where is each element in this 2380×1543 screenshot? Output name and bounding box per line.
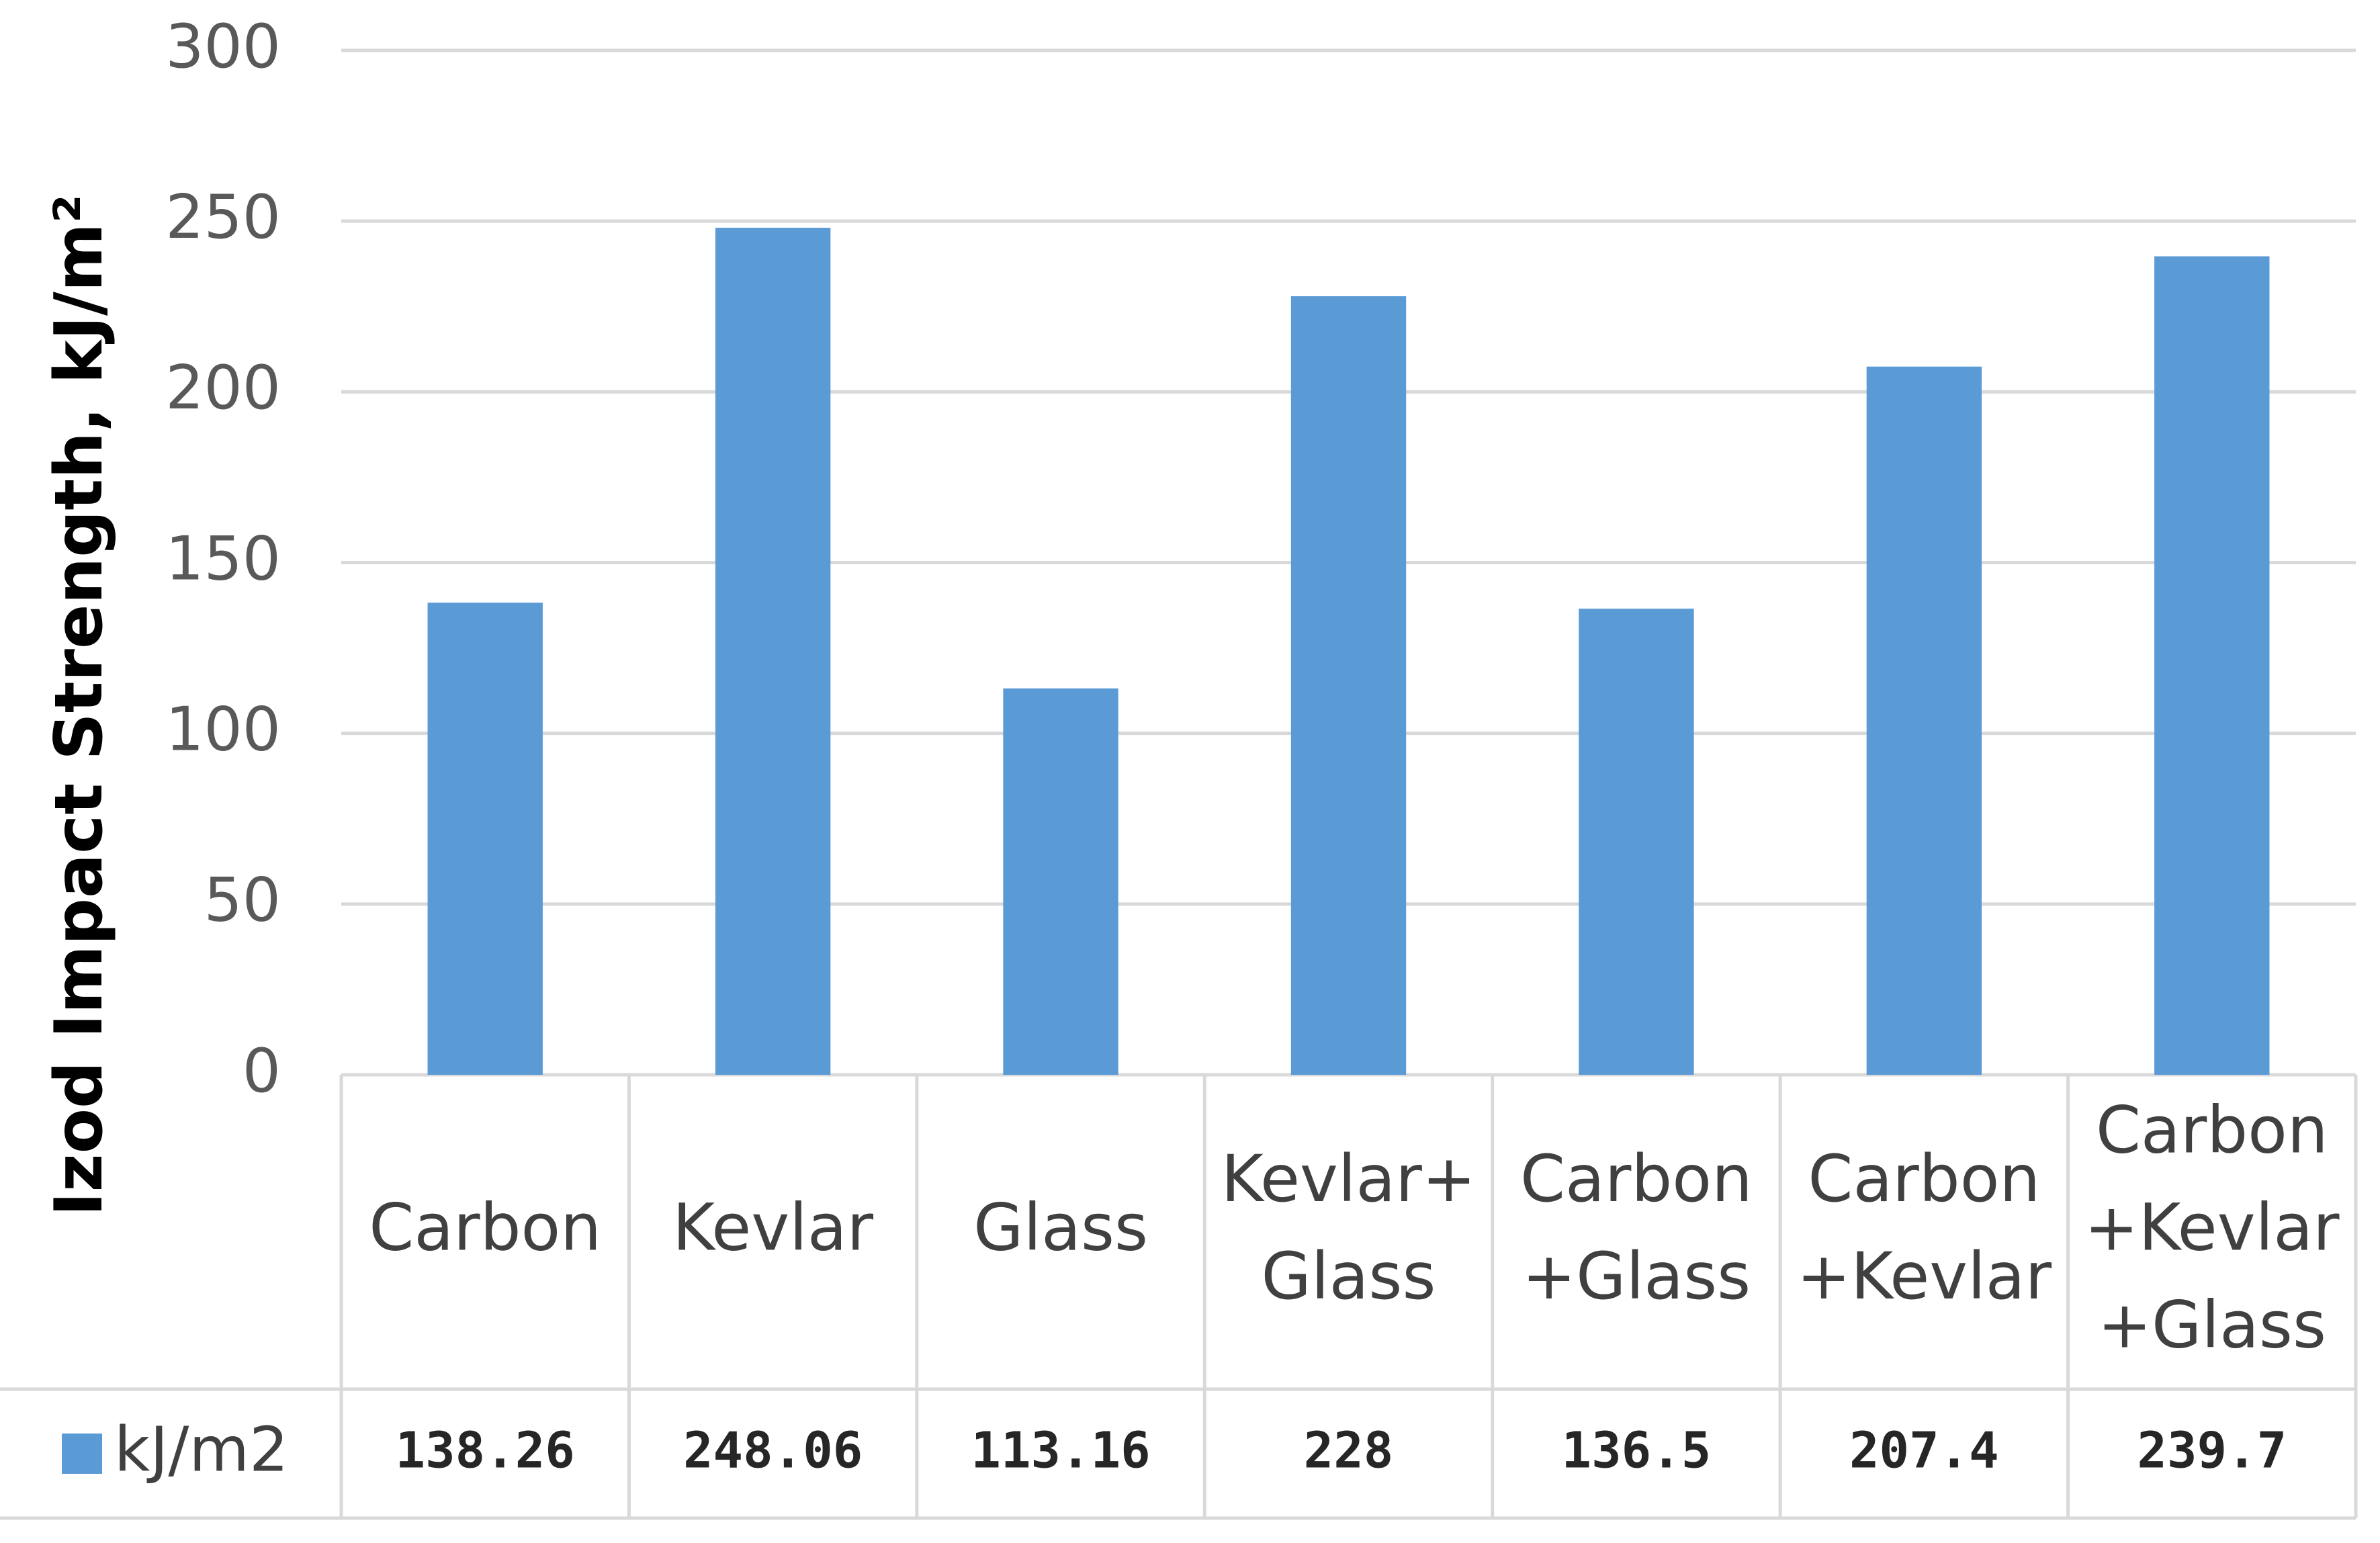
table-value: 113.16 (971, 1422, 1150, 1480)
x-tick-label: +Kevlar (1797, 1239, 2052, 1314)
x-tick-label: Kevlar (672, 1190, 874, 1265)
x-tick-label: +Kevlar (2084, 1190, 2340, 1265)
y-tick-label: 250 (165, 182, 281, 253)
table-value: 239.7 (2137, 1422, 2287, 1480)
bar (1866, 366, 1982, 1075)
y-axis-label: Izod Impact Strength, kJ/m² (41, 194, 118, 1217)
y-tick-label: 300 (165, 11, 281, 82)
bar (1003, 688, 1118, 1075)
y-tick-label: 0 (243, 1036, 281, 1106)
y-tick-label: 150 (165, 523, 281, 594)
legend-label: kJ/m2 (114, 1413, 289, 1485)
y-tick-label: 100 (165, 695, 281, 765)
x-tick-label: +Glass (2098, 1287, 2326, 1362)
bar (427, 603, 543, 1075)
y-tick-label: 200 (165, 353, 281, 423)
x-tick-label: Kevlar+ (1221, 1141, 1476, 1217)
x-tick-label: Carbon (1808, 1141, 2040, 1217)
x-tick-label: Glass (1262, 1239, 1436, 1314)
bar (2154, 256, 2270, 1075)
table-value: 207.4 (1849, 1422, 1999, 1480)
x-tick-label: Glass (973, 1190, 1148, 1265)
y-tick-label: 50 (204, 865, 281, 936)
x-tick-label: Carbon (1520, 1141, 1753, 1217)
table-value: 228 (1304, 1422, 1394, 1480)
x-tick-label: Carbon (369, 1190, 601, 1265)
table-value: 248.06 (683, 1422, 863, 1480)
legend-swatch (62, 1434, 102, 1474)
x-tick-label: Carbon (2096, 1092, 2328, 1167)
bar (1290, 296, 1407, 1075)
bar (715, 228, 831, 1075)
table-value: 136.5 (1562, 1422, 1712, 1480)
x-tick-label: +Glass (1522, 1239, 1751, 1314)
bar (1579, 609, 1694, 1075)
table-value: 138.26 (396, 1422, 575, 1480)
